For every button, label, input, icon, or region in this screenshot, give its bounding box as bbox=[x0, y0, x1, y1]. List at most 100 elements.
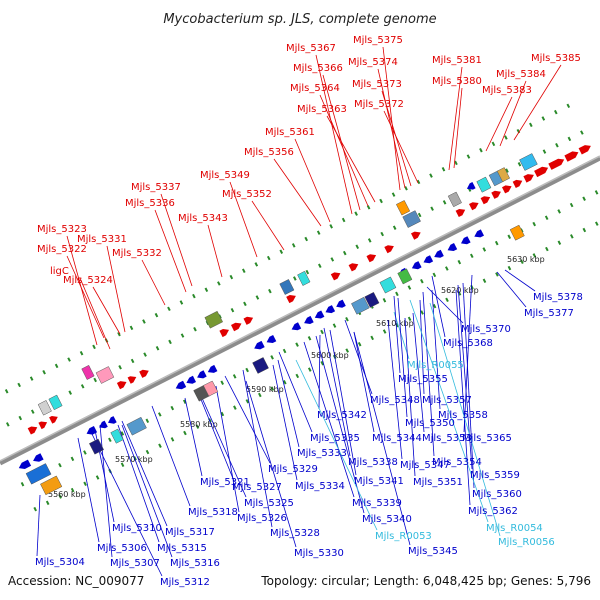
minor-tick bbox=[594, 190, 599, 195]
gene-block bbox=[204, 310, 224, 329]
label-leader-top bbox=[322, 74, 361, 211]
minor-tick bbox=[445, 297, 449, 303]
gene-label-bottom: Mjls_5348 bbox=[370, 395, 420, 406]
gene-label-bottom: Mjls_5368 bbox=[443, 338, 493, 349]
minor-tick bbox=[145, 449, 150, 455]
minor-tick bbox=[68, 390, 72, 395]
gene-label-top: Mjls_5374 bbox=[348, 57, 398, 68]
gene-block bbox=[203, 380, 219, 397]
minor-tick bbox=[532, 221, 536, 227]
gene-label-bottom: Mjls_5325 bbox=[244, 498, 294, 509]
genome-backbone bbox=[0, 155, 600, 466]
backbone-highlight bbox=[0, 155, 600, 462]
minor-tick bbox=[258, 392, 262, 398]
label-leader-bottom bbox=[315, 335, 365, 514]
label-leader-top bbox=[453, 87, 463, 169]
minor-tick bbox=[282, 348, 287, 354]
minor-tick bbox=[233, 405, 237, 410]
gene-label-bottom: Mjls_5312 bbox=[160, 577, 210, 588]
minor-tick bbox=[570, 234, 574, 239]
label-leader-top bbox=[229, 181, 258, 258]
gene-label-top: Mjls_5385 bbox=[531, 53, 581, 64]
gene-block bbox=[395, 200, 411, 216]
minor-tick bbox=[354, 211, 358, 216]
minor-tick bbox=[391, 192, 396, 197]
gene-block bbox=[95, 366, 115, 384]
accession-text: Accession: NC_009077 bbox=[8, 574, 144, 588]
minor-tick bbox=[507, 265, 512, 271]
minor-tick bbox=[33, 506, 37, 512]
minor-tick bbox=[168, 339, 172, 345]
reverse-gene bbox=[266, 335, 277, 343]
forward-gene bbox=[366, 254, 377, 263]
minor-tick bbox=[395, 291, 399, 297]
label-leader-bottom bbox=[404, 317, 416, 477]
gene-label-bottom: Mjls_5359 bbox=[470, 470, 520, 481]
label-leader-bottom bbox=[36, 494, 41, 557]
gene-block bbox=[519, 153, 538, 171]
minor-tick bbox=[442, 200, 447, 205]
label-leader-top bbox=[154, 209, 187, 293]
minor-tick bbox=[320, 329, 324, 335]
minor-tick bbox=[170, 405, 175, 411]
label-leader-top bbox=[92, 286, 121, 335]
forward-gene bbox=[469, 202, 479, 211]
minor-tick bbox=[420, 278, 424, 284]
minor-tick bbox=[255, 295, 260, 300]
gene-label-bottom: Mjls_5338 bbox=[348, 457, 398, 468]
minor-tick bbox=[329, 224, 333, 229]
minor-tick bbox=[142, 319, 146, 324]
gene-label-top: Mjls_5343 bbox=[178, 213, 228, 224]
kbp-tick-label: 5580 kbp bbox=[180, 420, 218, 429]
reverse-gene bbox=[254, 340, 265, 350]
gene-label-bottom: Mjls_5377 bbox=[524, 308, 574, 319]
minor-tick bbox=[217, 281, 221, 286]
minor-tick bbox=[129, 325, 134, 331]
label-leader-top bbox=[315, 54, 353, 215]
gene-label-bottom: Mjls_5333 bbox=[297, 448, 347, 459]
gene-label-bottom: Mjls_R0053 bbox=[375, 531, 432, 542]
gene-label-bottom: Mjls_5317 bbox=[165, 527, 215, 538]
minor-tick bbox=[557, 240, 562, 245]
label-leader-bottom bbox=[353, 331, 411, 546]
minor-tick bbox=[245, 399, 250, 404]
label-leader-bottom bbox=[462, 282, 475, 489]
label-leader-bottom bbox=[242, 369, 273, 528]
minor-tick bbox=[345, 317, 349, 322]
gene-label-top: Mjls_5352 bbox=[222, 189, 272, 200]
forward-gene bbox=[139, 369, 149, 378]
gene-block bbox=[81, 364, 95, 380]
gene-label-bottom: Mjls_5329 bbox=[268, 464, 318, 475]
label-leader-top bbox=[294, 138, 331, 223]
gene-label-bottom: Mjls_5321 bbox=[200, 477, 250, 488]
gene-label-top: Mjls_5337 bbox=[131, 182, 181, 193]
minor-tick bbox=[520, 259, 524, 264]
minor-tick bbox=[6, 422, 10, 427]
gene-label-top: Mjls_5373 bbox=[352, 79, 402, 90]
forward-gene bbox=[116, 381, 127, 390]
kbp-tick-label: 5620 kbp bbox=[441, 286, 479, 295]
label-leader-bottom bbox=[393, 295, 401, 374]
gene-label-top: Mjls_5322 bbox=[37, 244, 87, 255]
label-leader-bottom bbox=[344, 319, 373, 395]
forward-gene bbox=[219, 329, 229, 338]
label-leader-top bbox=[207, 224, 223, 278]
gene-label-bottom: Mjls_5350 bbox=[405, 418, 455, 429]
gene-label-top: Mjls_5364 bbox=[290, 83, 340, 94]
gene-label-bottom: Mjls_5351 bbox=[413, 477, 463, 488]
gene-block bbox=[397, 268, 413, 285]
reverse-gene bbox=[33, 453, 44, 462]
minor-tick bbox=[379, 198, 383, 204]
minor-tick bbox=[83, 481, 87, 487]
minor-tick bbox=[291, 243, 296, 248]
label-leader-bottom bbox=[89, 429, 163, 577]
forward-gene bbox=[330, 272, 341, 281]
minor-tick bbox=[507, 234, 512, 240]
minor-tick bbox=[195, 424, 200, 429]
minor-tick bbox=[45, 500, 50, 506]
gene-label-top: Mjls_5331 bbox=[77, 234, 127, 245]
forward-gene bbox=[534, 166, 549, 178]
gene-labels: Mjls_5323 Mjls_5322 ligC Mjls_5331 Mjls_5324… bbox=[35, 35, 583, 588]
minor-tick bbox=[67, 357, 71, 362]
label-leader-bottom bbox=[318, 334, 321, 410]
